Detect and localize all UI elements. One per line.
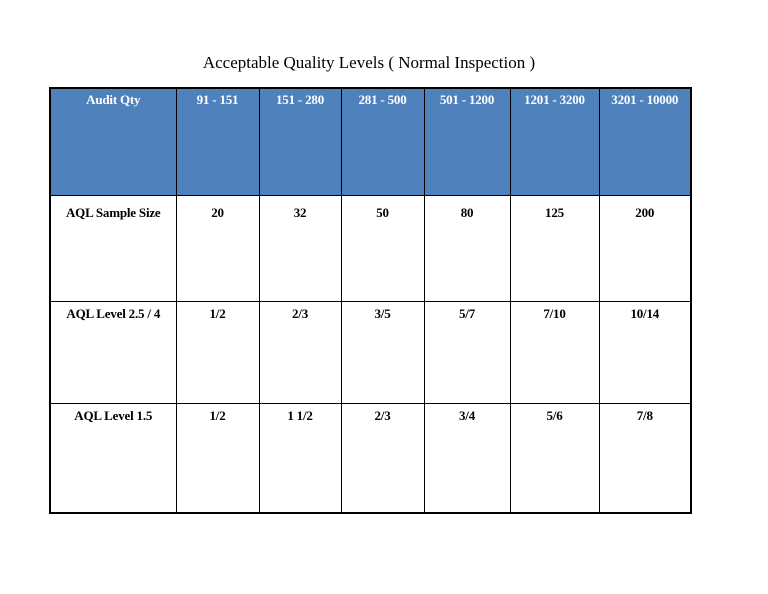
- table-cell: 5/6: [509, 402, 600, 514]
- header-cell: 3201 - 10000: [598, 87, 692, 196]
- table-cell: 80: [423, 194, 511, 302]
- header-row: Audit Qty 91 - 151 151 - 280 281 - 500 501 -…: [49, 87, 692, 196]
- table-cell: 1/2: [175, 300, 260, 404]
- table-cell: 5/7: [423, 300, 511, 404]
- table-cell: 3/4: [423, 402, 511, 514]
- header-cell: 281 - 500: [340, 87, 425, 196]
- header-cell: 1201 - 3200: [509, 87, 600, 196]
- table-cell: 1 1/2: [258, 402, 342, 514]
- table-row: AQL Level 2.5 / 4 1/2 2/3 3/5 5/7 7/10 10/14: [49, 300, 692, 404]
- table-title: Acceptable Quality Levels ( Normal Inspe…: [202, 53, 536, 72]
- table-cell: 7/8: [598, 402, 692, 514]
- table-cell: 10/14: [598, 300, 692, 404]
- table-row: AQL Sample Size 20 32 50 80 125 200: [49, 194, 692, 302]
- header-cell: Audit Qty: [49, 87, 177, 196]
- table-cell: 2/3: [258, 300, 342, 404]
- table-cell: 50: [340, 194, 425, 302]
- row-label: AQL Sample Size: [49, 194, 177, 302]
- row-label: AQL Level 2.5 / 4: [49, 300, 177, 404]
- table-cell: 2/3: [340, 402, 425, 514]
- table-cell: 32: [258, 194, 342, 302]
- table-cell: 3/5: [340, 300, 425, 404]
- header-cell: 91 - 151: [175, 87, 260, 196]
- header-cell: 151 - 280: [258, 87, 342, 196]
- row-label: AQL Level 1.5: [49, 402, 177, 514]
- table-cell: 200: [598, 194, 692, 302]
- table-cell: 20: [175, 194, 260, 302]
- header-cell: 501 - 1200: [423, 87, 511, 196]
- table-cell: 125: [509, 194, 600, 302]
- table-body: Audit Qty 91 - 151 151 - 280 281 - 500 501 -…: [49, 87, 692, 514]
- table-row: AQL Level 1.5 1/2 1 1/2 2/3 3/4 5/6 7/8: [49, 402, 692, 514]
- table-cell: 7/10: [509, 300, 600, 404]
- aql-table: Audit Qty 91 - 151 151 - 280 281 - 500 501 -…: [49, 87, 692, 514]
- table-cell: 1/2: [175, 402, 260, 514]
